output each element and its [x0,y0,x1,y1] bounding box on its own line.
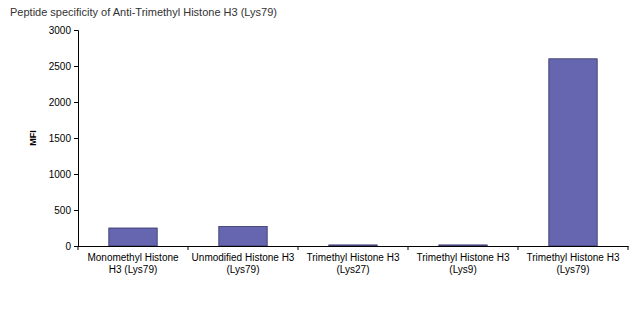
y-tick: 0 [65,241,78,252]
bar [549,59,597,246]
x-separator [628,246,629,250]
x-separator [408,246,409,250]
x-axis-line [79,246,629,247]
y-tick-mark [74,174,78,175]
x-tick-label: Monomethyl HistoneH3 (Lys79) [87,252,179,275]
chart: Peptide specificity of Anti-Trimethyl Hi… [0,0,640,314]
x-tick-label: Trimethyl Histone H3(Lys27) [307,252,400,275]
y-tick: 1000 [49,169,78,180]
x-tick-label: Trimethyl Histone H3(Lys79) [527,252,620,275]
y-tick: 3000 [49,25,78,36]
x-tick: Trimethyl Histone H3(Lys79) [527,246,620,275]
y-tick-label: 0 [65,241,71,252]
y-tick: 1500 [49,133,78,144]
y-tick-mark [74,210,78,211]
y-tick-label: 1000 [49,169,72,180]
y-tick: 2500 [49,61,78,72]
y-tick-label: 1500 [49,133,72,144]
x-separator [78,246,79,250]
plot: 0 500 1000 1500 2000 2500 3000 Monomethyl Histo… [49,25,629,275]
bar [329,245,377,246]
bar [109,228,157,246]
x-separator [518,246,519,250]
x-separator [188,246,189,250]
y-tick-label: 500 [54,205,71,216]
x-tick: Monomethyl HistoneH3 (Lys79) [87,246,179,275]
x-tick: Trimethyl Histone H3(Lys9) [417,246,510,275]
y-tick: 500 [54,205,78,216]
x-tick: Trimethyl Histone H3(Lys27) [307,246,400,275]
x-tick-label: Unmodified Histone H3(Lys79) [192,252,295,275]
y-tick-label: 2500 [49,61,72,72]
x-tick: Unmodified Histone H3(Lys79) [192,246,295,275]
x-separator [298,246,299,250]
bar [219,227,267,246]
y-tick-mark [74,102,78,103]
x-tick-label: Trimethyl Histone H3(Lys9) [417,252,510,275]
y-axis: 0 500 1000 1500 2000 2500 3000 [49,25,79,252]
y-tick-mark [74,66,78,67]
y-tick-mark [74,138,78,139]
y-axis-title: MFI [28,130,38,146]
bars [109,59,597,246]
y-tick-label: 3000 [49,25,72,36]
y-tick-mark [74,30,78,31]
x-axis: Monomethyl HistoneH3 (Lys79) Unmodified H… [79,246,629,275]
y-tick: 2000 [49,97,78,108]
bar [439,245,487,246]
title: Peptide specificity of Anti-Trimethyl Hi… [10,6,277,18]
x-separators [78,246,628,250]
y-tick-mark [74,246,78,247]
y-tick-label: 2000 [49,97,72,108]
y-axis-line [74,31,79,247]
